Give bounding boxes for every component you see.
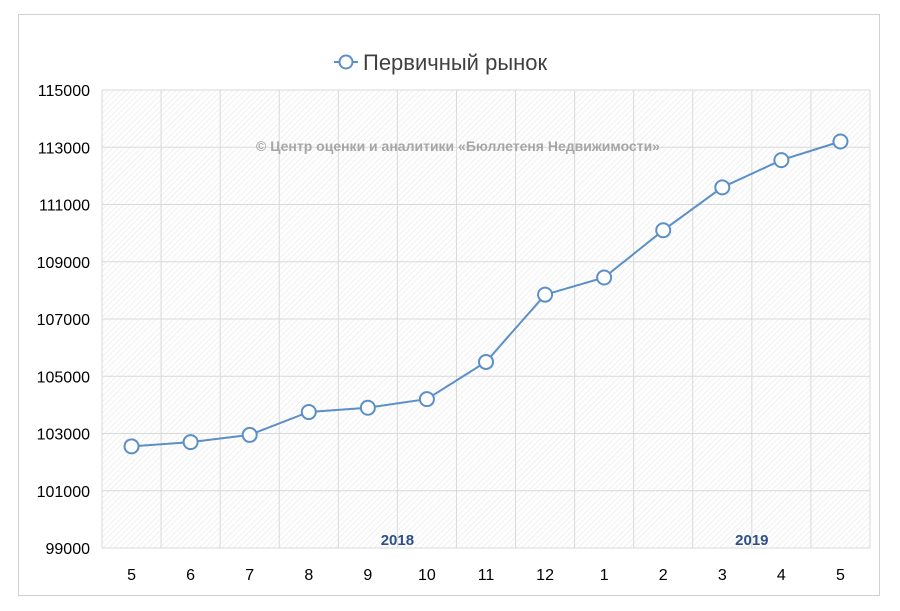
legend: Первичный рынок <box>334 50 548 75</box>
data-point <box>359 399 376 416</box>
y-tick-label: 113000 <box>38 140 90 157</box>
x-tick-label: 5 <box>127 567 136 584</box>
data-point <box>773 152 790 169</box>
x-tick-label: 6 <box>186 567 195 584</box>
x-tick-label: 10 <box>418 567 436 584</box>
x-tick-label: 12 <box>536 567 554 584</box>
y-tick-label: 107000 <box>37 312 90 329</box>
x-tick-label: 4 <box>777 567 786 584</box>
y-tick-label: 111000 <box>39 198 90 215</box>
x-tick-label: 5 <box>836 567 845 584</box>
y-tick-label: 115000 <box>38 83 90 100</box>
data-point <box>596 269 613 286</box>
year-label: 2018 <box>381 532 414 549</box>
x-tick-label: 7 <box>245 567 254 584</box>
data-point <box>123 438 140 455</box>
data-point <box>714 179 731 196</box>
data-point <box>478 353 494 370</box>
year-label: 2019 <box>735 532 768 549</box>
year-labels: 2018 2019 <box>381 532 769 549</box>
x-tick-label: 11 <box>478 567 495 584</box>
x-axis: 5 6 7 8 9 10 11 12 1 2 3 4 5 <box>127 567 845 584</box>
y-tick-label: 105000 <box>37 369 90 386</box>
x-tick-label: 9 <box>363 567 372 584</box>
data-point <box>241 426 258 443</box>
series-layer <box>123 133 849 455</box>
y-tick-label: 99000 <box>46 541 91 558</box>
y-tick-label: 109000 <box>37 255 90 272</box>
x-tick-label: 1 <box>600 567 609 584</box>
data-point <box>300 404 317 421</box>
y-tick-label: 101000 <box>37 484 90 501</box>
x-tick-label: 8 <box>304 567 313 584</box>
data-point <box>832 133 849 150</box>
x-tick-label: 3 <box>718 567 727 584</box>
legend-circle-marker <box>338 54 354 70</box>
y-axis: 99000 101000 103000 105000 107000 109000 11100… <box>37 83 90 558</box>
chart-frame <box>18 14 880 596</box>
data-point <box>418 391 435 408</box>
legend-label: Первичный рынок <box>363 50 548 75</box>
y-tick-label: 103000 <box>37 427 90 444</box>
data-point <box>182 434 199 451</box>
gridlines <box>101 89 871 549</box>
watermark: © Центр оценки и аналитики «Бюллетеня Не… <box>256 138 660 154</box>
data-point <box>537 286 554 303</box>
data-point <box>655 222 672 239</box>
x-tick-label: 2 <box>659 567 668 584</box>
